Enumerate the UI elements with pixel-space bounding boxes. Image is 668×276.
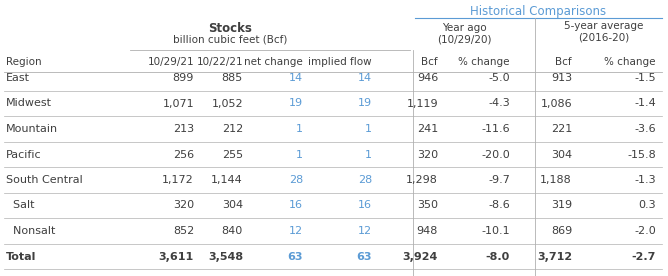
- Text: 948: 948: [417, 226, 438, 236]
- Text: net change: net change: [244, 57, 303, 67]
- Text: 1,298: 1,298: [406, 175, 438, 185]
- Text: -1.5: -1.5: [635, 73, 656, 83]
- Text: Region: Region: [6, 57, 41, 67]
- Text: 1,052: 1,052: [211, 99, 243, 108]
- Text: 221: 221: [550, 124, 572, 134]
- Text: 213: 213: [173, 124, 194, 134]
- Text: 1: 1: [296, 150, 303, 160]
- Text: 63: 63: [357, 251, 372, 261]
- Text: -15.8: -15.8: [627, 150, 656, 160]
- Text: 0.3: 0.3: [639, 200, 656, 211]
- Text: Nonsalt: Nonsalt: [6, 226, 55, 236]
- Text: 16: 16: [289, 200, 303, 211]
- Text: 899: 899: [172, 73, 194, 83]
- Text: 3,611: 3,611: [159, 251, 194, 261]
- Text: Stocks: Stocks: [208, 22, 252, 34]
- Text: -9.7: -9.7: [488, 175, 510, 185]
- Text: 946: 946: [417, 73, 438, 83]
- Text: Mountain: Mountain: [6, 124, 58, 134]
- Text: 1,086: 1,086: [540, 99, 572, 108]
- Text: 852: 852: [173, 226, 194, 236]
- Text: Pacific: Pacific: [6, 150, 41, 160]
- Text: 16: 16: [358, 200, 372, 211]
- Text: 14: 14: [289, 73, 303, 83]
- Text: 19: 19: [289, 99, 303, 108]
- Text: -4.3: -4.3: [488, 99, 510, 108]
- Text: 212: 212: [222, 124, 243, 134]
- Text: 1: 1: [365, 150, 372, 160]
- Text: Bcf: Bcf: [422, 57, 438, 67]
- Text: implied flow: implied flow: [309, 57, 372, 67]
- Text: 28: 28: [358, 175, 372, 185]
- Text: 63: 63: [287, 251, 303, 261]
- Text: 12: 12: [289, 226, 303, 236]
- Text: -5.0: -5.0: [488, 73, 510, 83]
- Text: 869: 869: [550, 226, 572, 236]
- Text: 14: 14: [358, 73, 372, 83]
- Text: 840: 840: [222, 226, 243, 236]
- Text: -8.0: -8.0: [486, 251, 510, 261]
- Text: -20.0: -20.0: [481, 150, 510, 160]
- Text: (10/29/20): (10/29/20): [437, 35, 491, 45]
- Text: 320: 320: [417, 150, 438, 160]
- Text: (2016-20): (2016-20): [578, 33, 630, 43]
- Text: 350: 350: [417, 200, 438, 211]
- Text: 3,712: 3,712: [537, 251, 572, 261]
- Text: -1.4: -1.4: [634, 99, 656, 108]
- Text: 1,119: 1,119: [406, 99, 438, 108]
- Text: 1: 1: [296, 124, 303, 134]
- Text: -2.7: -2.7: [632, 251, 656, 261]
- Text: 10/22/21: 10/22/21: [196, 57, 243, 67]
- Text: 1: 1: [365, 124, 372, 134]
- Text: -3.6: -3.6: [635, 124, 656, 134]
- Text: 304: 304: [551, 150, 572, 160]
- Text: -10.1: -10.1: [482, 226, 510, 236]
- Text: 12: 12: [358, 226, 372, 236]
- Text: -2.0: -2.0: [634, 226, 656, 236]
- Text: 241: 241: [417, 124, 438, 134]
- Text: 19: 19: [358, 99, 372, 108]
- Text: Salt: Salt: [6, 200, 35, 211]
- Text: billion cubic feet (Bcf): billion cubic feet (Bcf): [173, 35, 287, 45]
- Text: South Central: South Central: [6, 175, 83, 185]
- Text: Bcf: Bcf: [555, 57, 572, 67]
- Text: Year ago: Year ago: [442, 23, 486, 33]
- Text: Total: Total: [6, 251, 36, 261]
- Text: 319: 319: [551, 200, 572, 211]
- Text: 320: 320: [173, 200, 194, 211]
- Text: 28: 28: [289, 175, 303, 185]
- Text: East: East: [6, 73, 30, 83]
- Text: % change: % change: [458, 57, 510, 67]
- Text: 5-year average: 5-year average: [564, 21, 644, 31]
- Text: 255: 255: [222, 150, 243, 160]
- Text: 3,548: 3,548: [208, 251, 243, 261]
- Text: -11.6: -11.6: [482, 124, 510, 134]
- Text: 1,172: 1,172: [162, 175, 194, 185]
- Text: 10/29/21: 10/29/21: [148, 57, 194, 67]
- Text: 1,144: 1,144: [211, 175, 243, 185]
- Text: Midwest: Midwest: [6, 99, 52, 108]
- Text: 1,071: 1,071: [162, 99, 194, 108]
- Text: -1.3: -1.3: [635, 175, 656, 185]
- Text: % change: % change: [605, 57, 656, 67]
- Text: -8.6: -8.6: [488, 200, 510, 211]
- Text: 256: 256: [173, 150, 194, 160]
- Text: 3,924: 3,924: [403, 251, 438, 261]
- Text: 913: 913: [551, 73, 572, 83]
- Text: 304: 304: [222, 200, 243, 211]
- Text: 1,188: 1,188: [540, 175, 572, 185]
- Text: 885: 885: [222, 73, 243, 83]
- Text: Historical Comparisons: Historical Comparisons: [470, 6, 607, 18]
